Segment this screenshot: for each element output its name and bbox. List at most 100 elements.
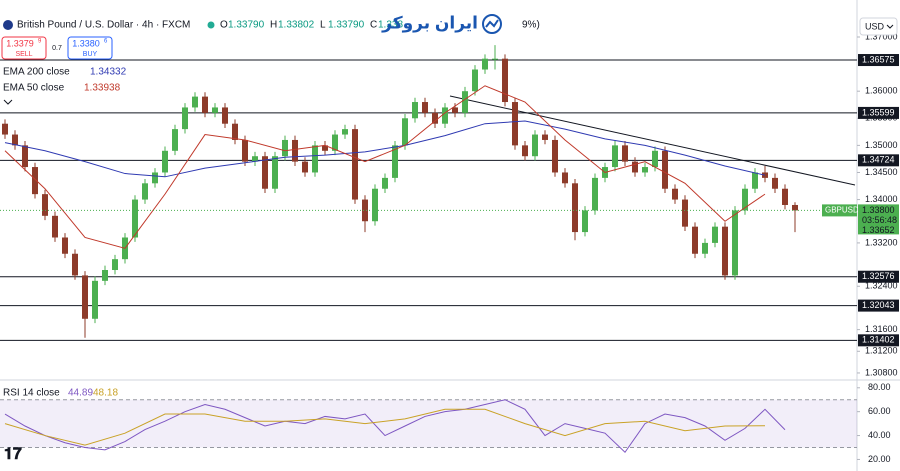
candle-body [432,112,438,124]
candle-body [282,139,288,157]
ohlc-value: 1.338 [378,20,403,31]
candle-body [772,177,778,189]
candle-body [292,139,298,162]
candle-body [192,96,198,108]
candle-body [112,259,118,271]
candle-body [92,280,98,319]
rsi-tick-label: 60.00 [868,406,891,416]
level-label: 1.32043 [862,300,895,310]
candle-body [272,156,278,189]
rsi-band [0,399,857,448]
candle-body [382,177,388,189]
candle-body [82,275,88,319]
candle-body [152,172,158,184]
level-label: 1.34724 [862,155,895,165]
candle-body [542,134,548,140]
y-tick-label: 1.34500 [865,167,898,177]
level-label: 1.32576 [862,271,895,281]
rsi-legend: RSI 14 close [3,388,60,399]
symbol-tag-label: GBPUSD [825,206,859,215]
candle-body [362,199,368,222]
candle-body [342,129,348,135]
ohlc-label: L [320,20,326,31]
level-tag [858,334,899,347]
candle-body [262,156,268,189]
candle-body [752,172,758,189]
sell-pip: 9 [38,39,42,45]
price-tag [858,204,899,235]
candle-body [582,210,588,233]
symbol-icon [3,20,13,30]
brand-logo: ایران بروکر [381,13,502,34]
candle-body [2,123,8,135]
ema-line [4,120,766,178]
candle-body [722,226,728,276]
currency-box[interactable] [859,17,898,36]
candle-body [302,161,308,173]
sell-label: SELL [15,51,32,58]
level-tag [858,106,899,119]
y-tick-label: 1.36000 [865,86,898,96]
collapse-arrow[interactable] [3,99,13,105]
sell-button[interactable] [1,36,47,60]
plot-area: 1.370001.360001.355001.350001.345001.340… [0,31,899,464]
candle-body [472,69,478,92]
candle-body [252,156,258,162]
candle-body [732,210,738,276]
level-tag [858,154,899,167]
candle-body [442,107,448,124]
candle-body [642,167,648,173]
candle-body [32,167,38,195]
level-tag [858,270,899,283]
buy-label: BUY [83,51,98,58]
candle-body [592,177,598,211]
rsi-tick-label: 80.00 [868,382,891,392]
candle-body [142,183,148,200]
second-price: 1.33652 [862,225,895,235]
candle-body [242,139,248,162]
level-label: 1.35599 [862,107,895,117]
currency: USD [865,21,885,31]
candle-body [792,204,798,211]
y-tick-label: 1.35000 [865,140,898,150]
candle-body [702,242,708,254]
candle-body [72,253,78,276]
rsi-line [4,399,786,454]
candle-body [322,145,328,151]
sell-price: 1.3379 [6,38,34,48]
candle-body [742,188,748,211]
level-tag [858,299,899,312]
candle-body [622,145,628,162]
candle-body [402,118,408,146]
ohlc-label: O [220,20,228,31]
candle-body [692,226,698,254]
candle-body [562,172,568,184]
ohlc-label: C [370,20,377,31]
ema200-value: 1.34332 [90,67,127,78]
currency-arrow [886,24,894,29]
buy-button[interactable] [67,36,113,60]
candle-body [222,107,228,124]
candle-body [312,145,318,173]
market-status [207,21,215,29]
candle-body [332,134,338,151]
candle-body [352,129,358,200]
candle-body [672,188,678,200]
level-label: 1.36575 [862,54,895,64]
ema-line [4,85,766,249]
candle-body [552,139,558,173]
ema50-legend: EMA 50 close [3,83,65,94]
candle-body [212,107,218,113]
rsi-value: 44.89 [68,388,93,399]
candle-body [682,199,688,227]
candle-body [202,96,208,113]
y-tick-label: 1.37000 [865,31,898,41]
candle-body [712,226,718,243]
candle-body [512,102,518,146]
candle-body [522,145,528,157]
y-tick-label: 1.30800 [865,367,898,377]
candle-body [392,145,398,178]
brand-name: ایران بروکر [381,13,478,33]
ohlc-value: 1.33790 [228,20,265,31]
